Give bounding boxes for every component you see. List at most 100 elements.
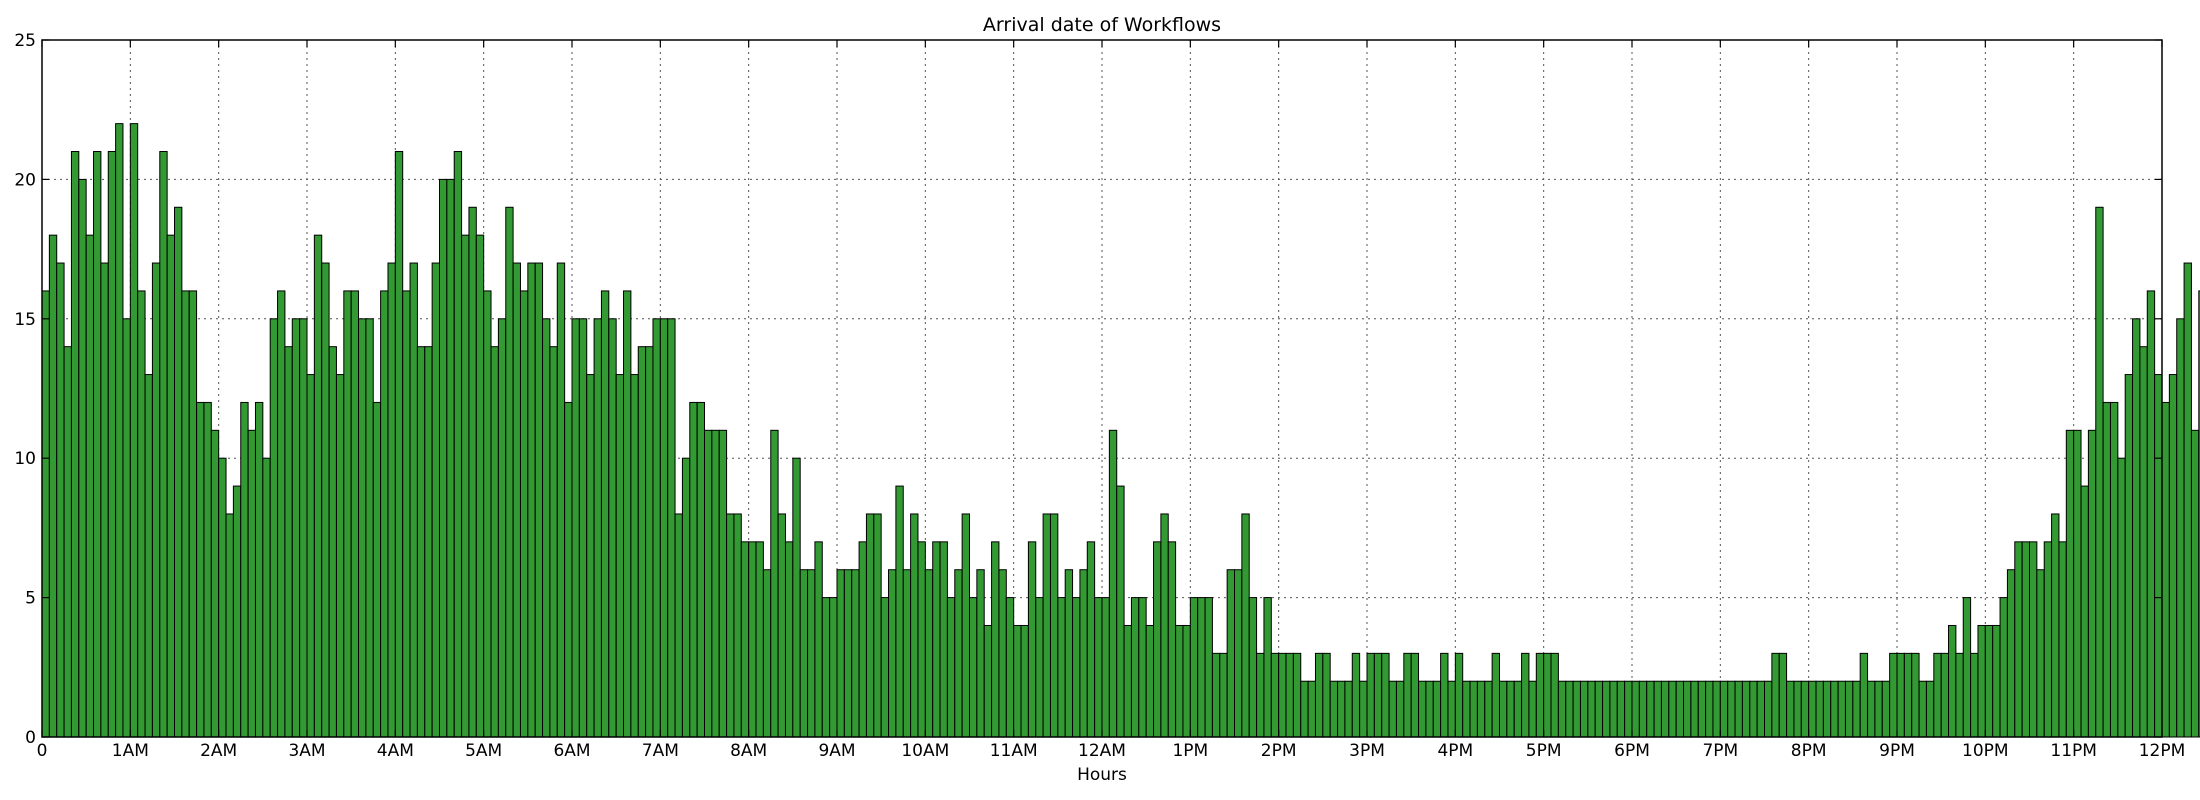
- histogram-bar: [1138, 597, 1147, 738]
- histogram-bar: [652, 318, 661, 738]
- histogram-bar: [1219, 652, 1228, 738]
- histogram-bar: [1602, 680, 1611, 738]
- histogram-bar: [1197, 597, 1206, 738]
- x-tick-label: 1PM: [1172, 741, 1208, 761]
- histogram-bar: [2021, 541, 2031, 738]
- histogram-bar: [1660, 680, 1670, 738]
- histogram-bar: [159, 151, 168, 738]
- histogram-bar: [343, 290, 352, 738]
- histogram-bar: [1189, 597, 1199, 738]
- histogram-bar: [1160, 513, 1169, 738]
- histogram-bar: [1719, 680, 1729, 738]
- x-tick-label: 7AM: [642, 741, 679, 761]
- histogram-bar: [755, 541, 764, 738]
- histogram-bar: [1557, 680, 1567, 738]
- histogram-bar: [1432, 680, 1442, 738]
- histogram-bar: [1734, 680, 1743, 738]
- histogram-bar: [939, 541, 948, 738]
- histogram-bar: [225, 513, 234, 738]
- histogram-bar: [1278, 652, 1287, 738]
- histogram-bar: [1057, 597, 1066, 738]
- histogram-bar: [56, 262, 65, 738]
- histogram-bar: [461, 234, 470, 738]
- x-axis-label: Hours: [1077, 765, 1127, 785]
- x-tick-label: 4AM: [377, 741, 414, 761]
- histogram-bar: [696, 401, 706, 738]
- histogram-bar: [1778, 652, 1788, 738]
- histogram-bar: [1314, 652, 1324, 738]
- histogram-bar: [1793, 680, 1802, 738]
- x-tick-label: 5AM: [465, 741, 502, 761]
- histogram-bar: [1712, 680, 1721, 738]
- histogram-bar: [1072, 597, 1081, 738]
- histogram-bar: [1572, 680, 1581, 738]
- histogram-bar: [1925, 680, 1935, 738]
- tick-marks: [41, 39, 2163, 738]
- histogram-bar: [932, 541, 941, 738]
- histogram-bar: [1204, 597, 1213, 738]
- histogram-bar: [1094, 597, 1103, 738]
- bars: [41, 123, 2200, 738]
- histogram-bar: [1285, 652, 1294, 738]
- histogram-bar: [188, 290, 198, 738]
- histogram-bar: [505, 206, 514, 738]
- histogram-bar: [490, 346, 499, 738]
- histogram-bar: [453, 151, 463, 738]
- histogram-bar: [888, 569, 897, 738]
- histogram-bar: [946, 597, 956, 738]
- histogram-bar: [2080, 485, 2089, 738]
- histogram-bar: [1351, 652, 1361, 738]
- histogram-bar: [41, 290, 50, 738]
- histogram-bar: [2065, 429, 2075, 738]
- histogram-bar: [623, 290, 632, 738]
- histogram-bar: [1594, 680, 1604, 738]
- histogram-bar: [2154, 374, 2163, 738]
- histogram-bar: [924, 569, 934, 738]
- histogram-bar: [1903, 652, 1913, 738]
- x-tick-label: 6AM: [553, 741, 590, 761]
- histogram-bar: [181, 290, 190, 738]
- histogram-bar: [2109, 401, 2119, 738]
- histogram-bar: [1837, 680, 1846, 738]
- histogram-bar: [784, 541, 794, 738]
- histogram-bar: [306, 374, 315, 738]
- histogram-bar: [1616, 680, 1626, 738]
- histogram-bar: [858, 541, 867, 738]
- histogram-bar: [792, 457, 801, 738]
- histogram-bar: [630, 374, 639, 738]
- x-tick-label: 7PM: [1702, 741, 1738, 761]
- histogram-bar: [1587, 680, 1596, 738]
- histogram-bar: [439, 178, 448, 738]
- histogram-bar: [240, 401, 249, 738]
- histogram-bar: [799, 569, 809, 738]
- histogram-bar: [151, 262, 161, 738]
- histogram-bar: [1705, 680, 1714, 738]
- histogram-bar: [93, 151, 102, 738]
- histogram-bar: [910, 513, 919, 738]
- x-tick-label: 10PM: [1962, 741, 2009, 761]
- histogram-bar: [1130, 597, 1140, 738]
- histogram-bar: [144, 374, 153, 738]
- histogram-bar: [821, 597, 831, 738]
- histogram-bar: [2176, 318, 2185, 738]
- histogram-bar: [372, 401, 382, 738]
- histogram-bar: [1226, 569, 1236, 738]
- histogram-bar: [358, 318, 367, 738]
- x-tick-label: 12AM: [1078, 741, 1126, 761]
- histogram-bar: [1889, 652, 1898, 738]
- histogram-bar: [1381, 652, 1390, 738]
- histogram-bar: [851, 569, 860, 738]
- x-tick-label: 10AM: [901, 741, 949, 761]
- histogram-bar: [1668, 680, 1677, 738]
- histogram-bar: [483, 290, 492, 738]
- histogram-bar: [1410, 652, 1420, 738]
- histogram-bar: [2087, 429, 2097, 738]
- x-tick-labels: 0 1AM 2AM 3AM 4AM 5AM 6AM 7AM 8AM 9AM 10AM 11AM 12AM…: [37, 741, 2186, 761]
- histogram-bar: [2036, 569, 2045, 738]
- histogram-bar: [534, 262, 544, 738]
- histogram-bar: [1646, 680, 1655, 738]
- histogram-bar: [1079, 569, 1088, 738]
- histogram-bar: [1395, 680, 1405, 738]
- y-tick-label: 5: [25, 589, 36, 609]
- histogram-bar: [2073, 429, 2082, 738]
